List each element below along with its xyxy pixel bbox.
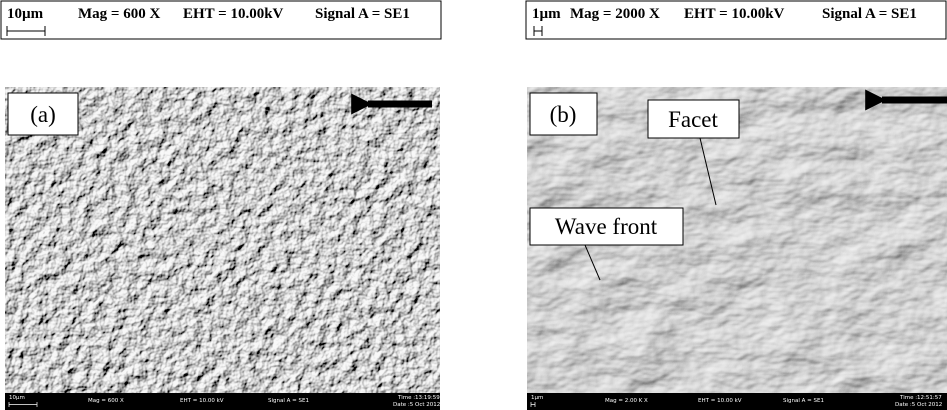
- annotation: Facet: [668, 107, 718, 132]
- footer-eht: EHT = 10.00 kV: [180, 398, 224, 404]
- panel-b: 1µm Mag = 2000 X EHT = 10.00kV Signal A …: [526, 1, 947, 410]
- panel-a: 10µm Mag = 600 X EHT = 10.00kV Signal A …: [1, 1, 441, 410]
- footer-time: Time :12:51:57: [899, 395, 942, 401]
- footer-eht: EHT = 10.00 kV: [698, 398, 742, 404]
- footer-date: Date :5 Oct 2012: [895, 402, 942, 408]
- panel-label: (a): [30, 102, 56, 127]
- footer-scale: 1µm: [531, 395, 543, 401]
- footer-time: Time :13:19:59: [397, 395, 440, 401]
- header-mag: Mag = 2000 X: [570, 6, 660, 22]
- header-scale: 1µm: [532, 6, 561, 22]
- footer-mag: Mag = 600 X: [88, 398, 124, 404]
- header-signal: Signal A = SE1: [822, 6, 917, 22]
- panel-label: (b): [550, 102, 577, 127]
- footer-scale: 10µm: [9, 395, 25, 401]
- header-mag: Mag = 600 X: [78, 6, 160, 22]
- header-eht: EHT = 10.00kV: [684, 6, 785, 22]
- footer-date: Date :5 Oct 2012: [393, 402, 440, 408]
- header-signal: Signal A = SE1: [315, 6, 410, 22]
- annotation: Wave front: [555, 214, 658, 239]
- footer-signal: Signal A = SE1: [783, 398, 824, 404]
- figure: 10µm Mag = 600 X EHT = 10.00kV Signal A …: [0, 0, 947, 410]
- header-scale: 10µm: [7, 6, 44, 22]
- footer-mag: Mag = 2.00 K X: [605, 398, 648, 404]
- header-eht: EHT = 10.00kV: [183, 6, 284, 22]
- footer-signal: Signal A = SE1: [268, 398, 309, 404]
